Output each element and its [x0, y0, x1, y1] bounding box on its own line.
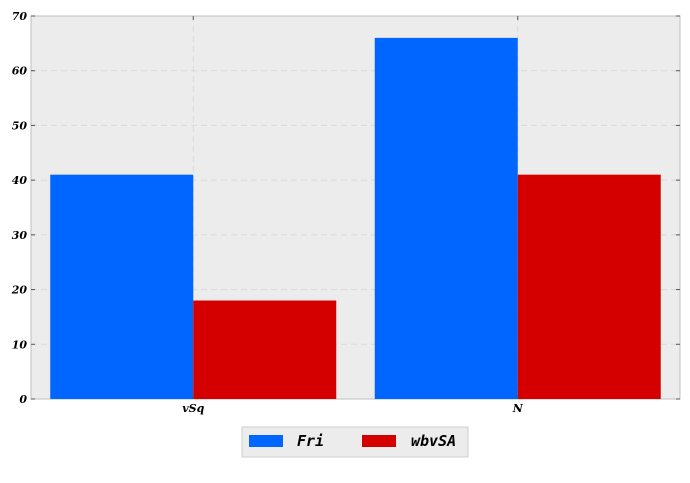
y-tick-label: 50: [12, 119, 28, 132]
x-tick-label: vSq: [182, 402, 204, 415]
legend-label-fri: Fri: [297, 432, 324, 450]
legend-swatch-wbvsa: [362, 435, 396, 447]
bar-fri-vsq: [50, 174, 194, 399]
bars: [50, 37, 661, 400]
y-tick-label: 60: [12, 65, 28, 78]
bar-wbvsa-n: [517, 174, 661, 399]
legend-label-wbvsa: wbvSA: [411, 432, 456, 450]
y-tick-label: 70: [12, 10, 28, 23]
bar-fri-n: [374, 37, 518, 400]
legend: Fri wbvSA: [241, 426, 469, 458]
y-tick-label: 10: [12, 338, 28, 351]
y-axis: 0 10 20 30 40 50 60 70: [11, 10, 680, 406]
y-tick-label: 30: [12, 229, 28, 242]
x-axis: vSq N: [182, 16, 524, 415]
legend-swatch-fri: [249, 435, 283, 447]
y-tick-label: 0: [19, 393, 27, 406]
y-tick-label: 20: [11, 284, 28, 297]
y-tick-label: 40: [12, 174, 28, 187]
bar-wbvsa-vsq: [193, 300, 337, 399]
x-tick-label: N: [512, 402, 524, 415]
